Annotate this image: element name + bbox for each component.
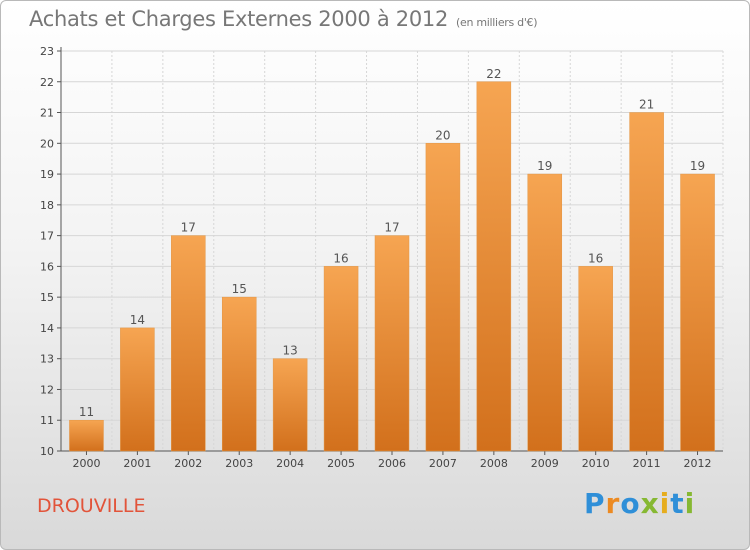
y-tick-label: 20 (40, 137, 54, 150)
x-tick-label-2012: 2012 (684, 457, 712, 470)
y-tick-label: 12 (40, 383, 54, 396)
bars (69, 81, 715, 452)
y-tick-label: 17 (40, 230, 54, 243)
bar-2002[interactable] (171, 235, 206, 452)
data-labels: 11 14 17 15 13 16 17 20 22 19 16 21 19 (79, 67, 705, 419)
y-tick-label: 21 (40, 107, 54, 120)
x-tick-label-2003: 2003 (225, 457, 253, 470)
logo-letter: i (684, 487, 696, 520)
bar-2009[interactable] (527, 173, 563, 452)
logo-letter: t (670, 487, 685, 520)
bar-2006[interactable] (374, 235, 410, 452)
logo-letter: P (584, 487, 606, 520)
x-tick-label-2007: 2007 (429, 457, 457, 470)
logo-letter: i (659, 487, 671, 520)
bar-2012[interactable] (680, 173, 715, 452)
data-label-2009: 19 (537, 159, 552, 173)
data-label-2010: 16 (588, 251, 603, 265)
chart-title: Achats et Charges Externes 2000 à 2012 (e… (29, 7, 538, 31)
data-label-2003: 15 (232, 282, 247, 296)
y-tick-label: 11 (40, 414, 54, 427)
x-tick-label-2001: 2001 (123, 457, 151, 470)
y-tick-label: 13 (40, 353, 54, 366)
data-label-2006: 17 (384, 221, 399, 235)
logo-letter: x (640, 487, 660, 520)
x-tick-label-2004: 2004 (276, 457, 304, 470)
data-label-2002: 17 (181, 221, 196, 235)
bar-2011[interactable] (629, 112, 664, 452)
y-tick-label: 23 (40, 45, 54, 58)
data-label-2008: 22 (486, 67, 501, 81)
data-label-2007: 20 (435, 128, 450, 142)
tick-labels: 10 11 12 13 14 15 16 17 18 19 20 21 22 23 2000 2001 2002… (40, 45, 712, 470)
x-tick-label-2008: 2008 (480, 457, 508, 470)
bar-2003[interactable] (221, 296, 257, 452)
y-tick-label: 19 (40, 168, 54, 181)
bar-2000[interactable] (69, 419, 104, 452)
x-tick-label-2010: 2010 (582, 457, 610, 470)
data-label-2001: 14 (130, 313, 145, 327)
bar-2008[interactable] (476, 81, 512, 452)
bar-2005[interactable] (323, 266, 359, 452)
bar-2007[interactable] (425, 143, 461, 452)
y-tick-label: 10 (40, 445, 54, 458)
data-label-2011: 21 (639, 98, 654, 112)
proxiti-logo[interactable]: Proxiti (584, 487, 695, 520)
data-label-2005: 16 (333, 251, 348, 265)
y-tick-label: 14 (40, 322, 54, 335)
chart-subtitle: (en milliers d'€) (456, 16, 538, 29)
logo-letter: o (620, 487, 641, 520)
x-tick-label-2006: 2006 (378, 457, 406, 470)
commune-name: DROUVILLE (37, 495, 146, 517)
data-label-2000: 11 (79, 405, 94, 419)
bar-2010[interactable] (578, 266, 613, 452)
y-tick-label: 16 (40, 260, 54, 273)
x-tick-label-2005: 2005 (327, 457, 355, 470)
x-tick-label-2002: 2002 (174, 457, 202, 470)
data-label-2004: 13 (283, 344, 298, 358)
y-tick-label: 15 (40, 291, 54, 304)
x-tick-label-2000: 2000 (72, 457, 100, 470)
data-label-2012: 19 (690, 159, 705, 173)
logo-letter: r (605, 487, 621, 520)
y-tick-label: 18 (40, 199, 54, 212)
x-tick-label-2009: 2009 (531, 457, 559, 470)
bar-2001[interactable] (120, 327, 155, 452)
chart-title-text: Achats et Charges Externes 2000 à 2012 (29, 7, 449, 31)
y-tick-label: 22 (40, 76, 54, 89)
bar-2004[interactable] (272, 358, 308, 452)
x-tick-label-2011: 2011 (633, 457, 661, 470)
